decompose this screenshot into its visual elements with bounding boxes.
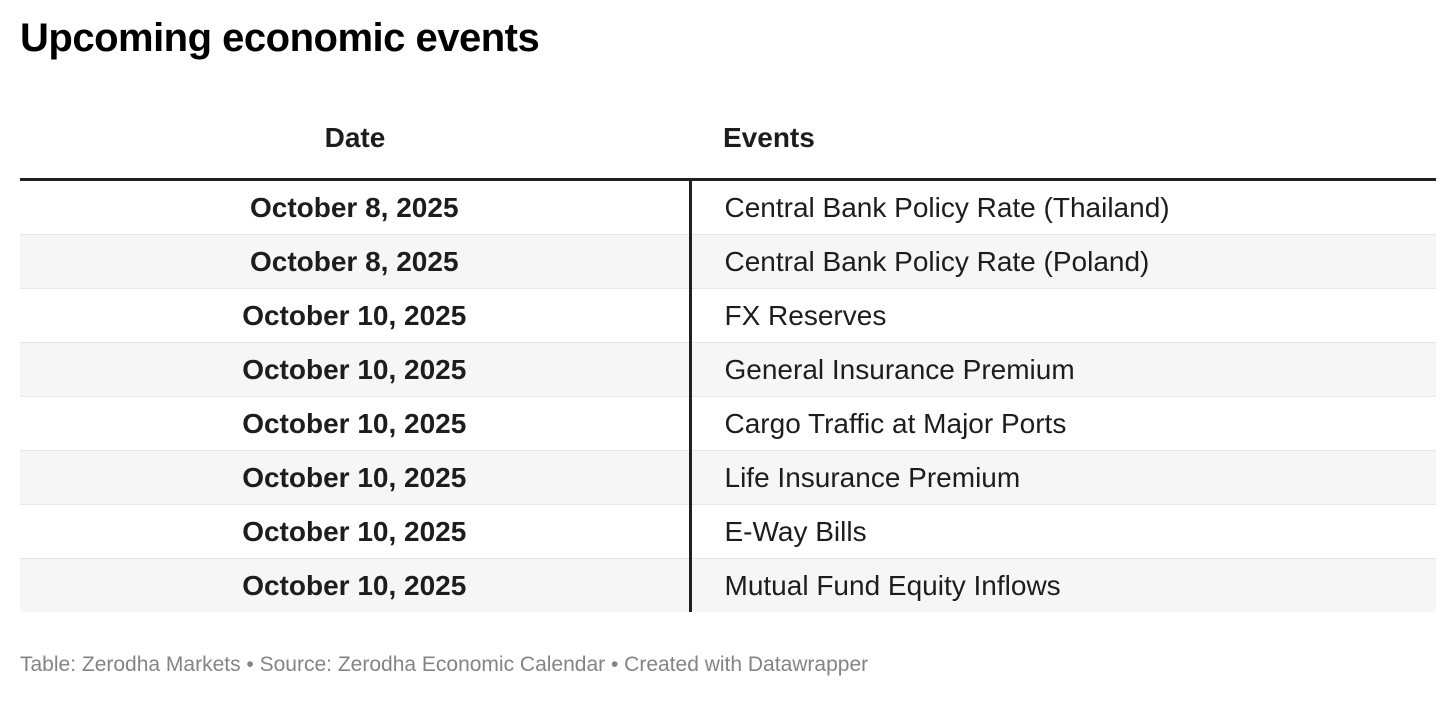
column-header-events: Events — [690, 77, 1436, 181]
chart-footnote: Table: Zerodha Markets • Source: Zerodha… — [20, 653, 869, 676]
event-cell: Life Insurance Premium — [688, 450, 1436, 505]
table-row: October 8, 2025 Central Bank Policy Rate… — [20, 179, 1436, 235]
event-cell: FX Reserves — [688, 288, 1436, 343]
event-cell: Mutual Fund Equity Inflows — [688, 558, 1436, 612]
date-cell: October 10, 2025 — [20, 558, 690, 612]
table-row: October 10, 2025 Mutual Fund Equity Infl… — [20, 558, 1436, 612]
event-cell: Central Bank Policy Rate (Thailand) — [688, 179, 1436, 235]
event-cell: Central Bank Policy Rate (Poland) — [688, 234, 1436, 289]
event-cell: General Insurance Premium — [688, 342, 1436, 397]
table-row: October 8, 2025 Central Bank Policy Rate… — [20, 234, 1436, 289]
date-cell: October 10, 2025 — [20, 342, 690, 397]
table-row: October 10, 2025 E-Way Bills — [20, 504, 1436, 559]
date-cell: October 10, 2025 — [20, 450, 690, 505]
date-cell: October 10, 2025 — [20, 504, 690, 559]
event-cell: Cargo Traffic at Major Ports — [688, 396, 1436, 451]
table-row: October 10, 2025 Cargo Traffic at Major … — [20, 396, 1436, 451]
table-body: October 8, 2025 Central Bank Policy Rate… — [20, 179, 1436, 612]
date-cell: October 10, 2025 — [20, 288, 690, 343]
chart-title: Upcoming economic events — [20, 16, 540, 60]
table-row: October 10, 2025 Life Insurance Premium — [20, 450, 1436, 505]
event-cell: E-Way Bills — [688, 504, 1436, 559]
date-cell: October 8, 2025 — [20, 234, 690, 289]
datawrapper-table-page: Upcoming economic events Date Events Oct… — [0, 14, 1456, 677]
header-row: Date Events — [20, 77, 1436, 181]
column-header-date: Date — [20, 77, 690, 181]
table-row: October 10, 2025 FX Reserves — [20, 288, 1436, 343]
economic-events-table: Date Events October 8, 2025 Central Bank… — [20, 77, 1436, 612]
date-cell: October 10, 2025 — [20, 396, 690, 451]
table-row: October 10, 2025 General Insurance Premi… — [20, 342, 1436, 397]
table-header: Date Events — [20, 77, 1436, 181]
date-cell: October 8, 2025 — [249, 192, 459, 223]
